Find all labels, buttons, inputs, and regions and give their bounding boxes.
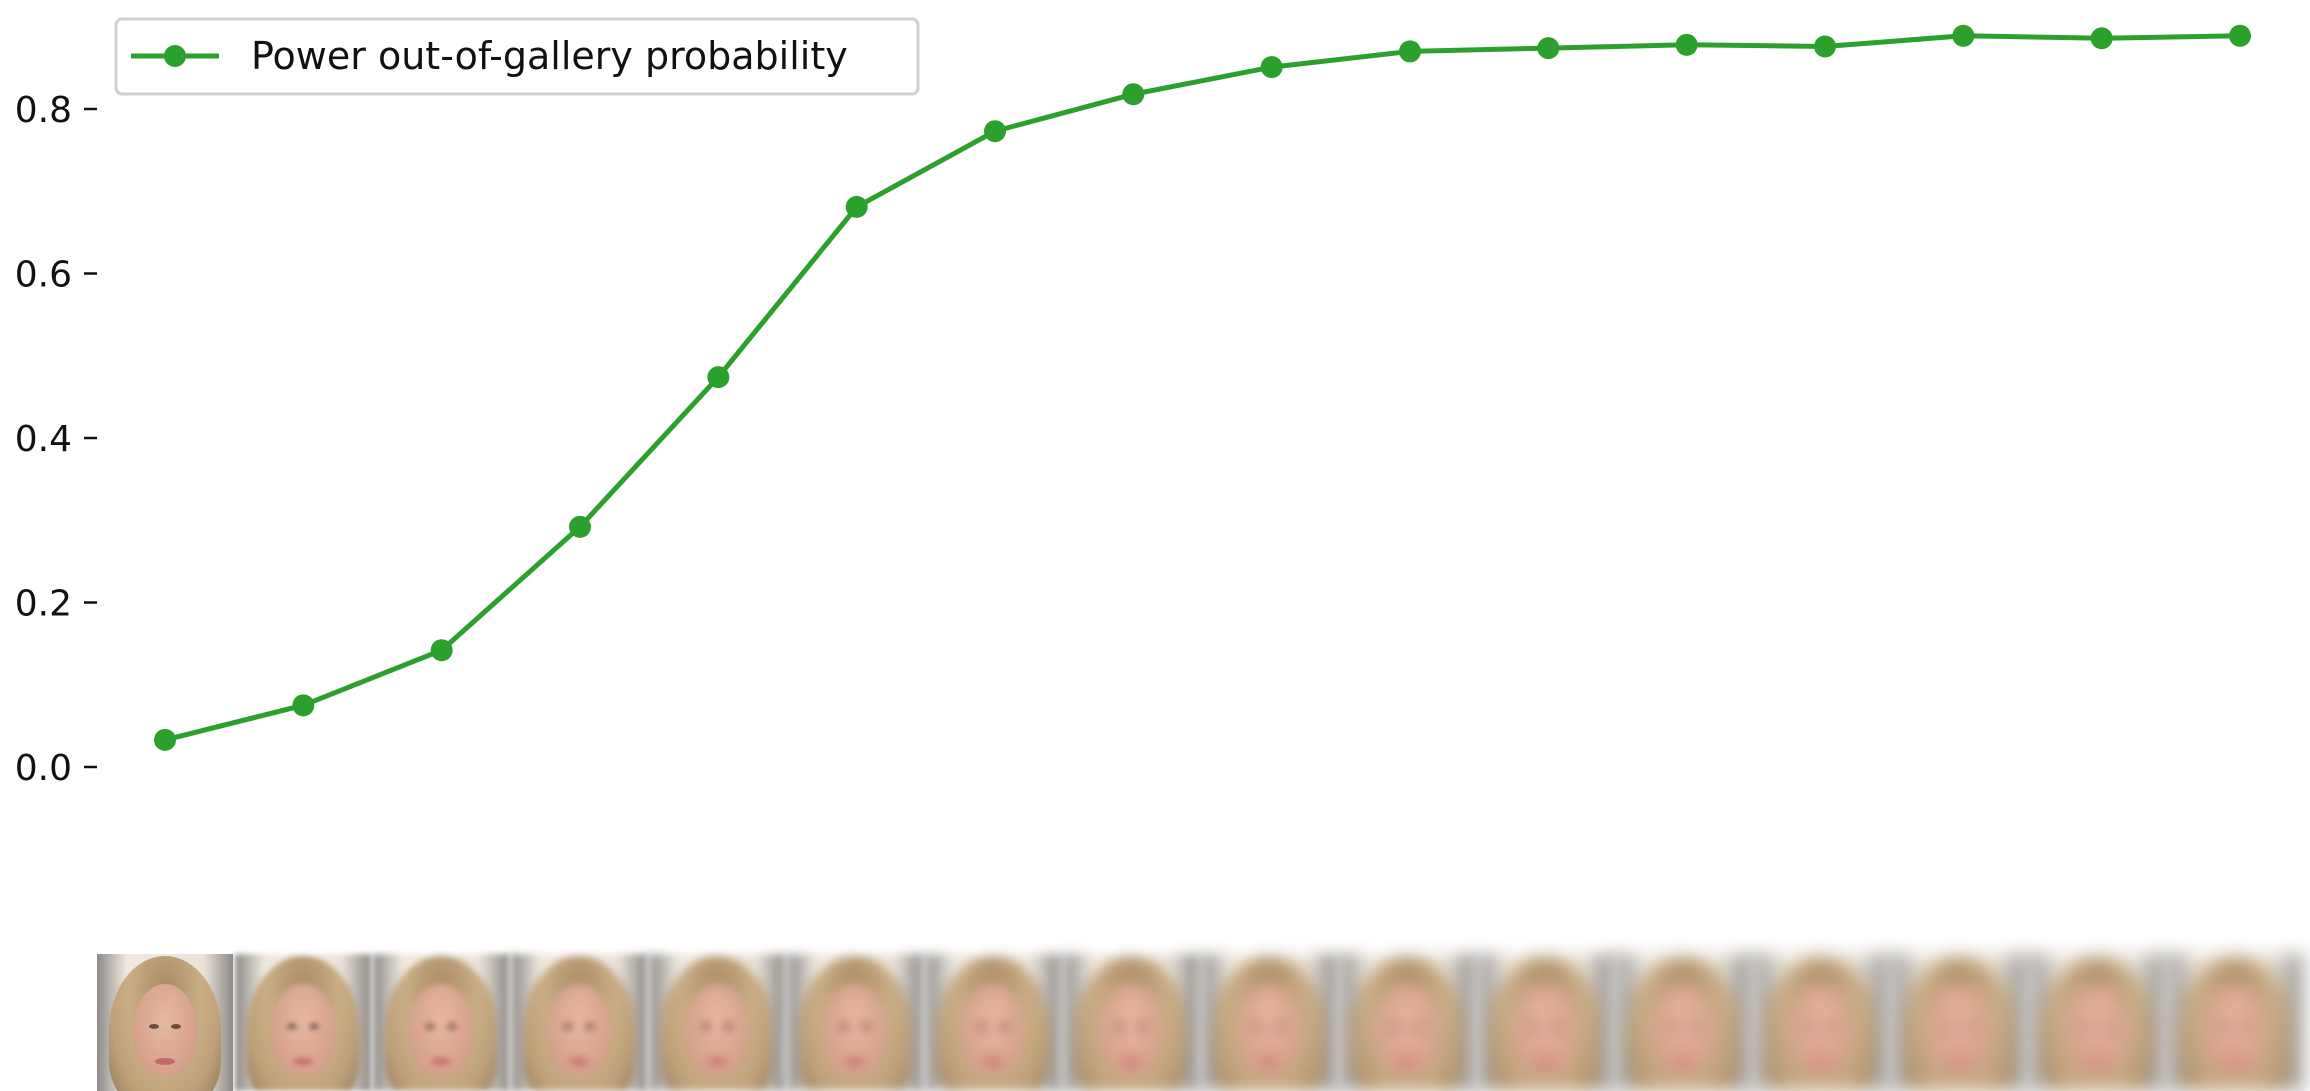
data-point xyxy=(569,515,591,538)
face-thumbnail-icon xyxy=(373,954,509,1091)
data-point xyxy=(154,728,176,751)
data-point xyxy=(707,366,730,389)
face-thumbnail-icon xyxy=(1891,954,2027,1091)
legend-marker-swatch xyxy=(164,45,186,67)
legend: Power out-of-gallery probability xyxy=(114,17,920,96)
face-thumbnail-icon xyxy=(511,954,647,1091)
face-thumbnail-icon xyxy=(235,954,371,1091)
y-tick-label: 0.6 xyxy=(15,255,72,296)
face-thumbnail-icon xyxy=(925,954,1061,1091)
data-point xyxy=(1537,37,1560,60)
face-thumbnail-icon xyxy=(1063,954,1199,1091)
face-thumbnail-icon xyxy=(1201,954,1337,1091)
y-axis: 0.0 0.2 0.4 0.6 0.8 xyxy=(15,90,97,789)
face-thumbnail-icon xyxy=(787,954,923,1091)
face-thumbnail-icon xyxy=(1615,954,1751,1091)
legend-frame xyxy=(114,17,920,96)
data-point xyxy=(430,639,453,662)
face-thumbnail-icon xyxy=(1477,954,1613,1091)
y-tick-label: 0.0 xyxy=(15,748,72,789)
data-point xyxy=(845,195,868,218)
data-point xyxy=(1675,33,1698,56)
data-point xyxy=(1399,40,1421,63)
legend-label: Power out-of-gallery probability xyxy=(251,34,848,78)
series-line-power-out-of-gallery xyxy=(164,33,2241,743)
face-thumbnail-icon xyxy=(1339,954,1475,1091)
face-thumbnail-strip xyxy=(97,954,2305,1091)
line-chart: 0.0 0.2 0.4 0.6 0.8 Power out-of-gallery pro… xyxy=(15,17,2251,789)
data-point xyxy=(1814,35,1836,58)
data-point xyxy=(1260,56,1283,79)
face-thumbnail-icon xyxy=(2029,954,2165,1091)
plot-area xyxy=(154,24,2251,751)
face-thumbnail-icon xyxy=(97,954,233,1091)
data-point xyxy=(984,120,1006,143)
data-point xyxy=(1122,83,1145,106)
face-thumbnail-icon xyxy=(1753,954,1889,1091)
face-thumbnail-icon xyxy=(2167,954,2303,1091)
data-point xyxy=(1952,24,1975,47)
y-tick-label: 0.8 xyxy=(15,90,72,131)
y-tick-label: 0.2 xyxy=(15,584,72,625)
data-point xyxy=(2229,24,2251,47)
data-point xyxy=(292,694,315,717)
series-markers xyxy=(154,24,2251,751)
data-point xyxy=(2090,27,2113,50)
y-tick-label: 0.4 xyxy=(15,419,72,460)
face-thumbnail-icon xyxy=(649,954,785,1091)
